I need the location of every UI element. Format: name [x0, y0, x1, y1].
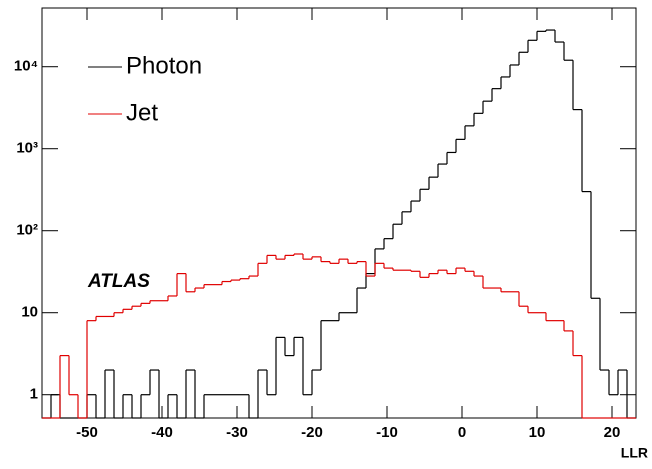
y-tick-label: 10 [21, 304, 38, 321]
y-tick-label: 1 [30, 386, 38, 403]
y-tick-label: 10³ [16, 140, 38, 157]
x-tick-label: -20 [301, 424, 323, 441]
x-tick-label: -30 [226, 424, 248, 441]
plot-frame [41, 7, 637, 419]
y-tick-label: 10² [16, 222, 38, 239]
x-tick-label: -50 [76, 424, 98, 441]
x-axis-label: LLR [621, 445, 648, 461]
legend-label: Jet [126, 99, 158, 126]
x-tick-label: 20 [604, 424, 621, 441]
x-tick-label: 10 [529, 424, 546, 441]
legend-label: Photon [126, 52, 202, 79]
x-tick-label: -40 [151, 424, 173, 441]
x-tick-label: 0 [458, 424, 466, 441]
x-tick-label: -10 [376, 424, 398, 441]
annotation: ATLAS [87, 271, 150, 292]
y-tick-label: 10⁴ [14, 58, 38, 75]
